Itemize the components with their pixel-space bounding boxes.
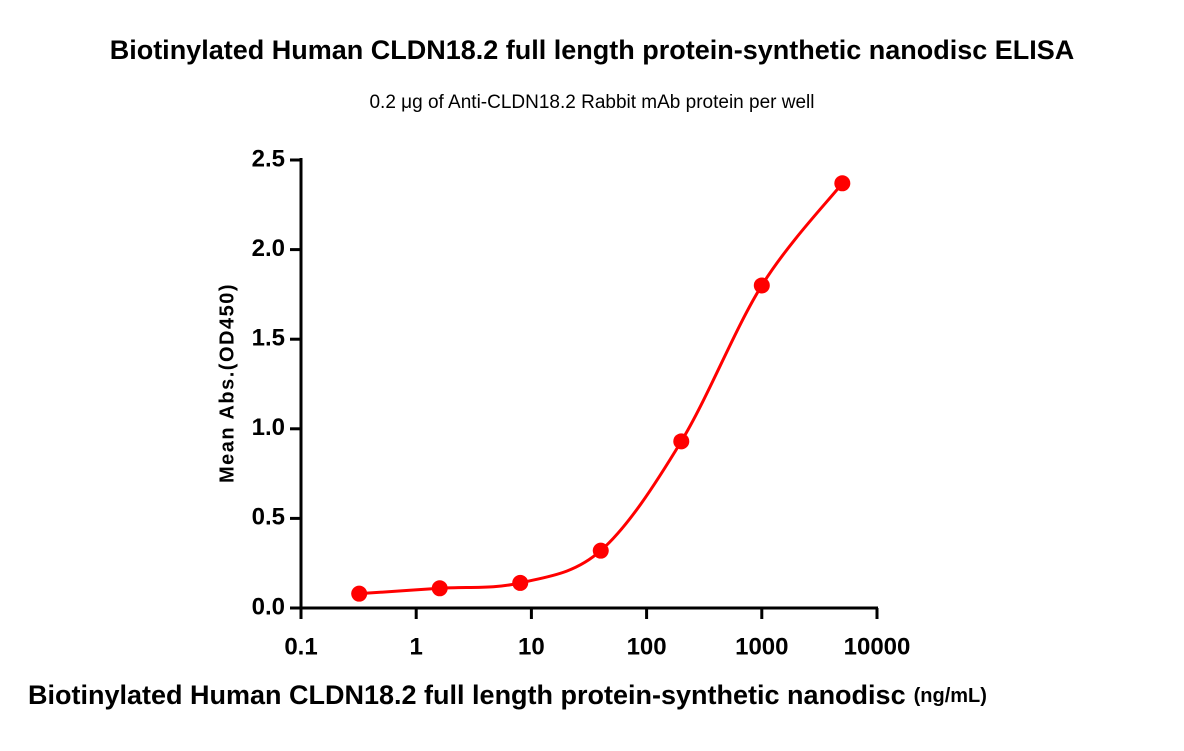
x-tick-label: 1 [410,633,423,660]
x-tick-label: 0.1 [284,633,317,660]
x-tick-label: 10000 [844,633,911,660]
y-tick-label: 1.5 [252,325,285,352]
y-axis-label: Mean Abs.(OD450) [216,283,238,483]
x-tick-label: 100 [627,633,667,660]
x-tick-label: 1000 [735,633,788,660]
y-tick-label: 0.5 [252,504,285,531]
chart-title: Biotinylated Human CLDN18.2 full length … [110,35,1075,65]
data-point [834,175,851,192]
x-axis-label: Biotinylated Human CLDN18.2 full length … [28,680,987,710]
data-point [512,574,529,591]
y-tick-label: 2.5 [252,145,285,172]
chart-subtitle: 0.2 μg of Anti-CLDN18.2 Rabbit mAb prote… [369,92,814,113]
series-line [359,182,844,596]
data-point [431,580,448,597]
y-tick-label: 1.0 [252,414,285,441]
data-point [592,542,609,559]
data-point [351,585,368,602]
x-tick-label: 10 [518,633,545,660]
x-axis-title: Biotinylated Human CLDN18.2 full length … [28,680,906,710]
data-point [673,433,690,450]
y-tick-label: 0.0 [252,593,285,620]
y-tick-label: 2.0 [252,235,285,262]
x-axis-unit: (ng/mL) [914,685,987,707]
data-point [753,277,770,294]
